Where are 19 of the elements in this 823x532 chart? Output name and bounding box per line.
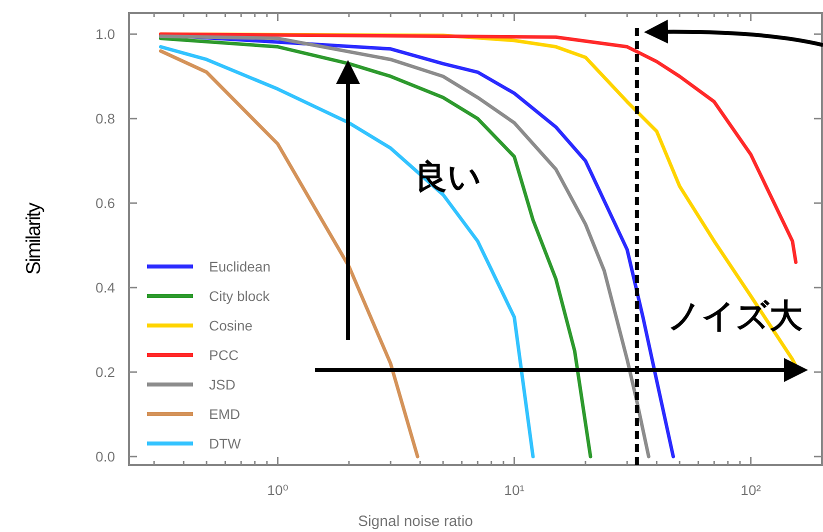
legend-label: PCC [209, 347, 239, 363]
legend-label: Euclidean [209, 258, 270, 274]
y-tick-label: 1.0 [96, 26, 116, 42]
y-tick-label: 0.6 [96, 195, 116, 212]
y-tick-label: 0.2 [96, 364, 116, 380]
legend-label: City block [209, 288, 271, 304]
x-axis-title: Signal noise ratio [358, 513, 474, 530]
y-tick-label: 0.4 [96, 280, 116, 296]
legend-label: EMD [209, 406, 240, 422]
legend-label: JSD [209, 376, 236, 392]
annotation: 良い [414, 158, 482, 195]
x-tick-label: 10² [740, 482, 762, 498]
y-axis-title: Similarity [23, 202, 45, 275]
legend-label: Cosine [209, 318, 253, 334]
y-tick-label: 0.8 [96, 110, 116, 127]
y-tick-label: 0.0 [96, 448, 116, 465]
legend-label: DTW [209, 436, 242, 452]
x-tick-label: 10¹ [504, 482, 525, 498]
x-tick-label: 10⁰ [267, 482, 289, 498]
